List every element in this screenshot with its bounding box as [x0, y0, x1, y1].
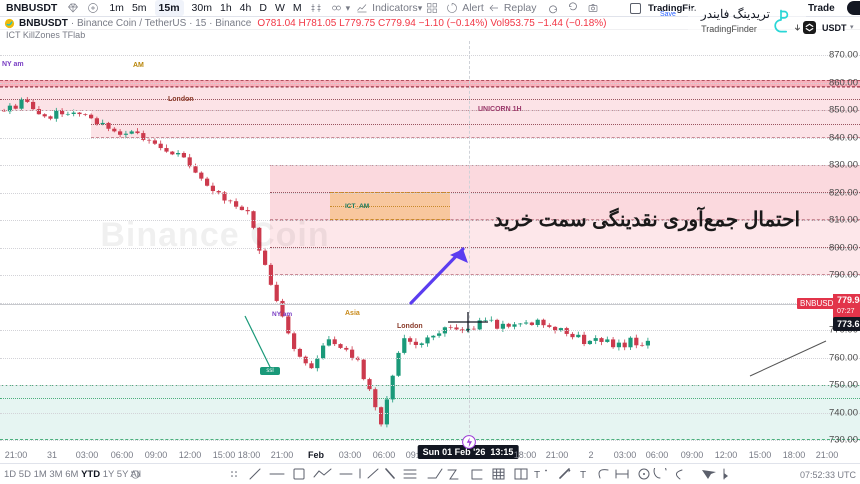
- svg-text:T: T: [580, 470, 586, 481]
- svg-text:T: T: [534, 470, 540, 481]
